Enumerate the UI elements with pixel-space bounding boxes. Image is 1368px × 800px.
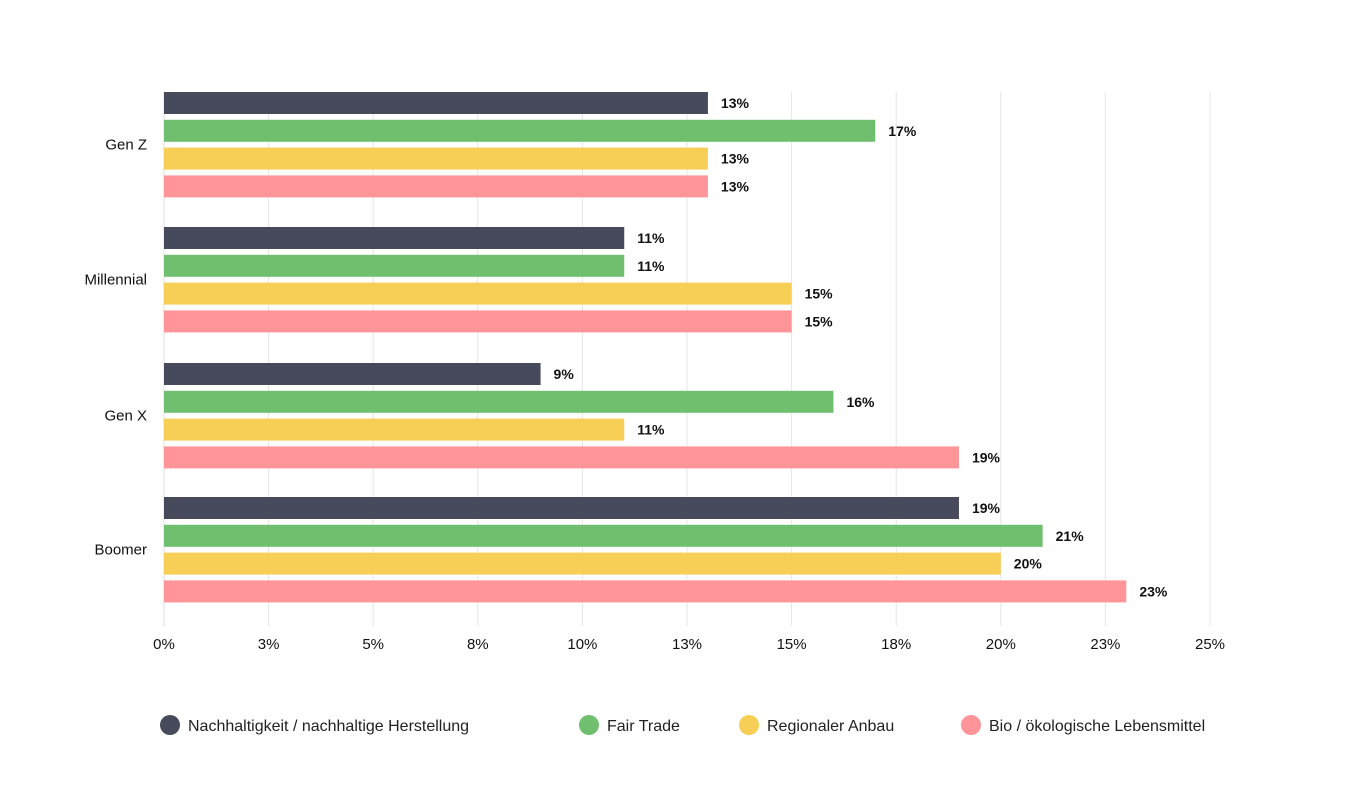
bar — [164, 580, 1127, 603]
legend-swatch — [579, 715, 599, 735]
data-label: 15% — [805, 313, 834, 329]
legend-label: Bio / ökologische Lebensmittel — [989, 718, 1205, 735]
data-label: 20% — [1014, 556, 1043, 572]
x-tick-label: 20% — [986, 636, 1016, 653]
bar — [164, 147, 708, 170]
bars-layer — [164, 92, 1127, 603]
bar — [164, 418, 625, 441]
x-tick-label: 18% — [881, 636, 911, 653]
labels-layer: 0% 3% 5% 8% 10% 13% 15% 18% 20% 23% 25% 13% 17% 13% 13… — [84, 95, 1225, 653]
category-label: Gen X — [104, 408, 147, 425]
data-label: 11% — [637, 422, 665, 438]
data-label: 17% — [888, 123, 917, 139]
data-label: 13% — [721, 178, 750, 194]
x-tick-label: 8% — [467, 636, 489, 653]
x-tick-label: 23% — [1090, 636, 1120, 653]
x-tick-label: 3% — [258, 636, 280, 653]
data-label: 16% — [846, 394, 875, 410]
data-label: 21% — [1056, 528, 1085, 544]
bar — [164, 254, 625, 277]
data-label: 11% — [637, 258, 665, 274]
category-label: Millennial — [84, 272, 147, 289]
x-tick-label: 0% — [153, 636, 175, 653]
x-tick-label: 13% — [672, 636, 702, 653]
bar — [164, 92, 708, 114]
bar — [164, 310, 792, 333]
data-label: 19% — [972, 449, 1001, 465]
x-tick-label: 10% — [567, 636, 597, 653]
bar — [164, 446, 959, 469]
legend-swatch — [961, 715, 981, 735]
legend-swatch — [739, 715, 759, 735]
category-label: Boomer — [94, 542, 147, 559]
data-label: 13% — [721, 95, 750, 111]
legend-label: Fair Trade — [607, 718, 680, 735]
bar — [164, 363, 541, 385]
data-label: 23% — [1139, 583, 1168, 599]
bar — [164, 119, 876, 142]
x-tick-label: 25% — [1195, 636, 1225, 653]
legend-label: Regionaler Anbau — [767, 718, 894, 735]
bar — [164, 552, 1001, 575]
x-tick-label: 15% — [777, 636, 807, 653]
bar — [164, 390, 834, 413]
x-tick-label: 5% — [362, 636, 384, 653]
data-label: 11% — [637, 230, 665, 246]
data-label: 19% — [972, 500, 1001, 516]
bar — [164, 175, 708, 198]
bar — [164, 282, 792, 305]
data-label: 13% — [721, 151, 750, 167]
legend: Nachhaltigkeit / nachhaltige Herstellung… — [160, 715, 1205, 735]
bar — [164, 524, 1043, 547]
bar — [164, 227, 625, 249]
category-label: Gen Z — [105, 137, 147, 154]
legend-swatch — [160, 715, 180, 735]
legend-label: Nachhaltigkeit / nachhaltige Herstellung — [188, 718, 469, 735]
data-label: 15% — [805, 286, 834, 302]
data-label: 9% — [554, 366, 575, 382]
bar — [164, 497, 959, 519]
